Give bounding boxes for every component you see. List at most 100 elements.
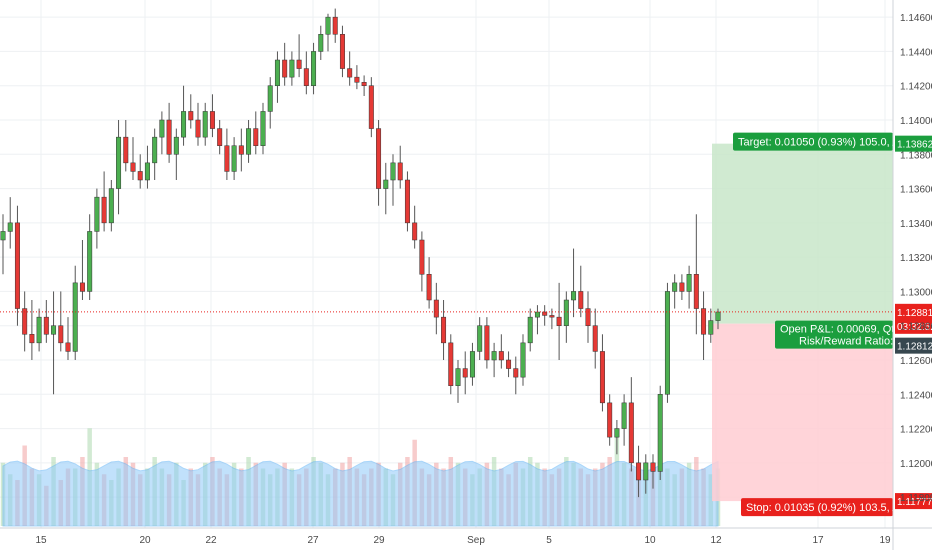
candle-body [282, 59, 288, 78]
candle-body [296, 59, 302, 69]
price-tick-label: 1.13200 [900, 253, 932, 264]
candle-body [491, 351, 497, 361]
pnl-label-bg [775, 320, 893, 349]
candle-body [448, 342, 454, 386]
price-tick-label: 1.14600 [900, 13, 932, 24]
candle-body [318, 34, 324, 52]
price-tick-label: 1.12200 [900, 425, 932, 436]
candle-body [354, 76, 360, 83]
price-tick-label: 1.12800 [900, 322, 932, 333]
candle-body [14, 222, 20, 309]
candle-body [332, 16, 338, 35]
last-price-tag [895, 303, 932, 334]
stop-label-bg [741, 498, 893, 517]
candle-body [137, 171, 143, 181]
candle-body [65, 342, 71, 352]
candle-body [679, 282, 685, 292]
target-price-tag [895, 135, 932, 152]
candle-body [108, 188, 114, 224]
price-tick-label: 1.12600 [900, 356, 932, 367]
stop-price-tag [895, 493, 932, 510]
entry-price-tag [895, 337, 932, 354]
pnl-label-line1: Open P&L: 0.00069, Qty [780, 324, 900, 336]
candle-body [173, 136, 179, 155]
candle-body [542, 311, 548, 316]
candle-body [36, 316, 42, 344]
candle-body [549, 315, 555, 318]
price-tick-label: 1.11800 [900, 493, 932, 504]
candle-body [404, 179, 410, 224]
candle-body [217, 128, 223, 146]
candle-body [498, 351, 504, 361]
candle-body [325, 16, 331, 35]
candle-body [419, 239, 425, 275]
candle-body [87, 231, 93, 292]
candle-body [708, 320, 714, 335]
candle-body [477, 325, 483, 352]
candle-body [361, 82, 367, 86]
candle-body [383, 179, 389, 189]
candle-body [123, 136, 129, 164]
candle-body [94, 196, 100, 232]
target-zone [712, 143, 893, 324]
candle-body [195, 119, 201, 138]
candle-body [534, 311, 540, 318]
candle-body [238, 145, 244, 155]
price-tick-label: 1.12000 [900, 459, 932, 470]
candle-body [455, 368, 461, 386]
stop-price-text: 1.11777 [897, 497, 932, 508]
candle-body [578, 291, 584, 309]
candle-body [426, 274, 432, 301]
candle-body [527, 316, 533, 344]
candle-body [469, 351, 475, 378]
candle-body [650, 462, 656, 472]
candle-body [621, 402, 627, 429]
candle-body [672, 282, 678, 292]
candle-body [72, 282, 78, 352]
countdown-text: 03:32:52 [897, 322, 932, 333]
price-tick-label: 1.12400 [900, 390, 932, 401]
time-tick-label: 20 [139, 535, 151, 546]
candle-body [202, 111, 208, 138]
candle-body [599, 351, 605, 404]
candle-body [231, 145, 237, 172]
last-price-text: 1.12881 [897, 308, 932, 319]
time-tick-label: 29 [373, 535, 385, 546]
candle-body [0, 231, 6, 241]
time-tick-label: 17 [812, 535, 824, 546]
candle-body [563, 299, 569, 326]
time-tick-label: 5 [546, 535, 552, 546]
candle-body [643, 462, 649, 481]
candle-body [58, 325, 64, 344]
candle-body [368, 85, 374, 129]
candle-body [43, 316, 49, 335]
candle-body [693, 274, 699, 309]
candle-body [303, 68, 309, 86]
candle-body [260, 111, 266, 146]
candle-body [571, 291, 577, 301]
time-tick-label: 22 [205, 535, 217, 546]
candle-body [614, 428, 620, 438]
position-zones[interactable] [712, 143, 893, 502]
candle-body [433, 299, 439, 318]
candle-body [51, 325, 57, 335]
candle-body [246, 128, 252, 155]
volume-ma-area [2, 460, 719, 527]
time-tick-label: 27 [307, 535, 319, 546]
candle-body [686, 274, 692, 292]
price-tick-label: 1.13600 [900, 185, 932, 196]
candle-body [166, 119, 172, 155]
candle-body [159, 119, 165, 138]
candle-body [462, 368, 468, 378]
target-label: Target: 0.01050 (0.93%) 105.0, A [738, 137, 900, 149]
candle-body [209, 111, 215, 129]
candle-body [289, 59, 295, 78]
candle-body [701, 308, 707, 335]
candle-body [29, 334, 35, 344]
candle-body [376, 128, 382, 189]
candle-body [181, 111, 187, 138]
candle-body [144, 162, 150, 181]
candle-body [397, 162, 403, 181]
